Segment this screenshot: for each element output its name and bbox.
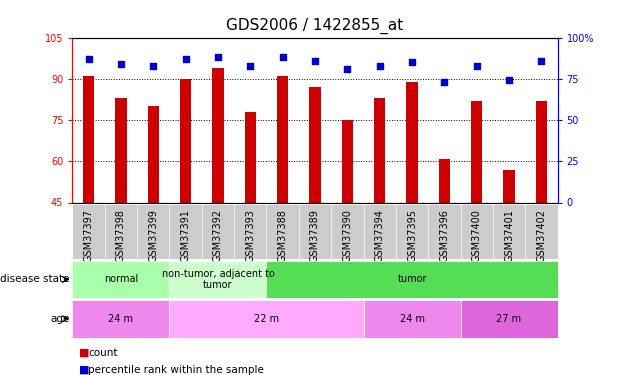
- Point: [439, 79, 449, 85]
- Point: [407, 59, 417, 65]
- Bar: [83, 76, 94, 202]
- Bar: [72, 261, 169, 298]
- Bar: [180, 79, 192, 203]
- Bar: [471, 101, 483, 202]
- Text: percentile rank within the sample: percentile rank within the sample: [88, 365, 264, 375]
- Bar: [374, 98, 386, 202]
- Point: [342, 66, 352, 72]
- Text: GSM37402: GSM37402: [536, 209, 546, 262]
- Bar: [169, 261, 266, 298]
- Text: GSM37388: GSM37388: [278, 209, 288, 262]
- Text: disease state: disease state: [0, 274, 69, 284]
- Text: GSM37400: GSM37400: [472, 209, 482, 262]
- Bar: [461, 300, 558, 338]
- Text: GSM37397: GSM37397: [84, 209, 94, 262]
- Text: tumor: tumor: [398, 274, 427, 284]
- Bar: [309, 87, 321, 202]
- Bar: [115, 98, 127, 202]
- Bar: [277, 76, 289, 202]
- Text: GSM37389: GSM37389: [310, 209, 320, 262]
- Point: [375, 63, 385, 69]
- Text: GSM37396: GSM37396: [439, 209, 449, 262]
- Text: ■: ■: [79, 348, 89, 358]
- Text: normal: normal: [104, 274, 138, 284]
- Text: non-tumor, adjacent to
tumor: non-tumor, adjacent to tumor: [161, 268, 275, 290]
- Bar: [406, 81, 418, 203]
- Text: 24 m: 24 m: [399, 314, 425, 324]
- Point: [213, 54, 223, 60]
- Bar: [169, 300, 364, 338]
- Bar: [72, 300, 169, 338]
- Text: GDS2006 / 1422855_at: GDS2006 / 1422855_at: [226, 18, 404, 34]
- Point: [84, 56, 94, 62]
- Bar: [438, 159, 450, 203]
- Text: 22 m: 22 m: [254, 314, 279, 324]
- Bar: [536, 101, 547, 202]
- Text: GSM37399: GSM37399: [148, 209, 158, 262]
- Point: [245, 63, 255, 69]
- Point: [116, 61, 126, 67]
- Text: GSM37398: GSM37398: [116, 209, 126, 262]
- Point: [148, 63, 158, 69]
- Text: 27 m: 27 m: [496, 314, 522, 324]
- Point: [536, 58, 546, 64]
- Bar: [212, 68, 224, 203]
- Point: [504, 77, 514, 83]
- Point: [181, 56, 191, 62]
- Text: GSM37392: GSM37392: [213, 209, 223, 262]
- Point: [278, 54, 288, 60]
- Point: [472, 63, 482, 69]
- Text: count: count: [88, 348, 118, 358]
- Text: GSM37393: GSM37393: [245, 209, 255, 262]
- Text: ■: ■: [79, 365, 89, 375]
- Bar: [244, 112, 256, 202]
- Bar: [341, 120, 353, 202]
- Text: GSM37395: GSM37395: [407, 209, 417, 262]
- Text: 24 m: 24 m: [108, 314, 134, 324]
- Bar: [364, 300, 461, 338]
- Bar: [266, 261, 558, 298]
- Text: GSM37391: GSM37391: [181, 209, 191, 262]
- Bar: [503, 170, 515, 202]
- Text: age: age: [50, 314, 69, 324]
- Text: GSM37394: GSM37394: [375, 209, 385, 262]
- Point: [310, 58, 320, 64]
- Text: GSM37390: GSM37390: [342, 209, 352, 262]
- Text: GSM37401: GSM37401: [504, 209, 514, 262]
- Bar: [147, 106, 159, 202]
